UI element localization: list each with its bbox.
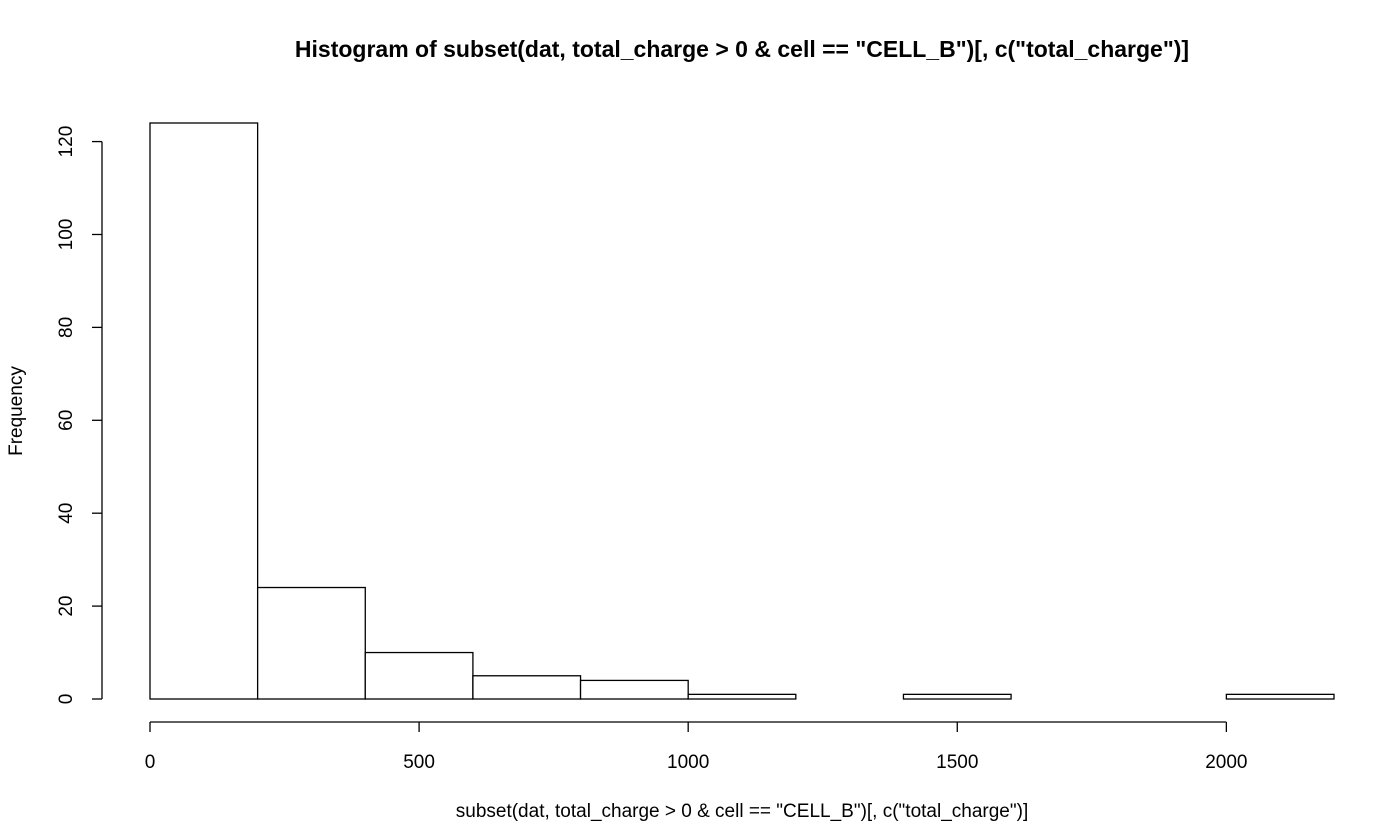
y-tick-label-4: 80 — [56, 317, 77, 338]
x-axis-label: subset(dat, total_charge > 0 & cell == "… — [456, 801, 1028, 822]
histogram-bar-7 — [902, 693, 1012, 700]
chart-title: Histogram of subset(dat, total_charge > … — [295, 36, 1189, 62]
histogram-bar-3 — [472, 675, 582, 700]
x-tick-label-4: 2000 — [1205, 752, 1247, 773]
histogram-bars — [149, 122, 1335, 700]
y-tick-label-2: 40 — [56, 503, 77, 524]
y-tick-label-6: 120 — [56, 126, 77, 158]
y-tick-label-1: 20 — [56, 596, 77, 617]
y-axis: 0 20 40 60 80 100 120 — [56, 126, 103, 705]
x-tick-label-0: 0 — [145, 752, 156, 773]
histogram-bar-10 — [1225, 693, 1335, 700]
y-axis-label: Frequency — [6, 366, 27, 456]
x-tick-label-3: 1500 — [936, 752, 978, 773]
y-tick-label-3: 60 — [56, 410, 77, 431]
histogram-bar-2 — [364, 651, 474, 700]
histogram-bar-4 — [579, 679, 689, 700]
histogram-bar-0 — [149, 122, 259, 700]
x-tick-label-2: 1000 — [667, 752, 709, 773]
x-axis: 0 500 1000 1500 2000 — [145, 721, 1248, 773]
y-tick-label-0: 0 — [56, 694, 77, 705]
y-tick-label-5: 100 — [56, 219, 77, 251]
histogram-bar-1 — [256, 586, 366, 700]
histogram-bar-5 — [687, 693, 797, 700]
x-tick-label-1: 500 — [403, 752, 435, 773]
